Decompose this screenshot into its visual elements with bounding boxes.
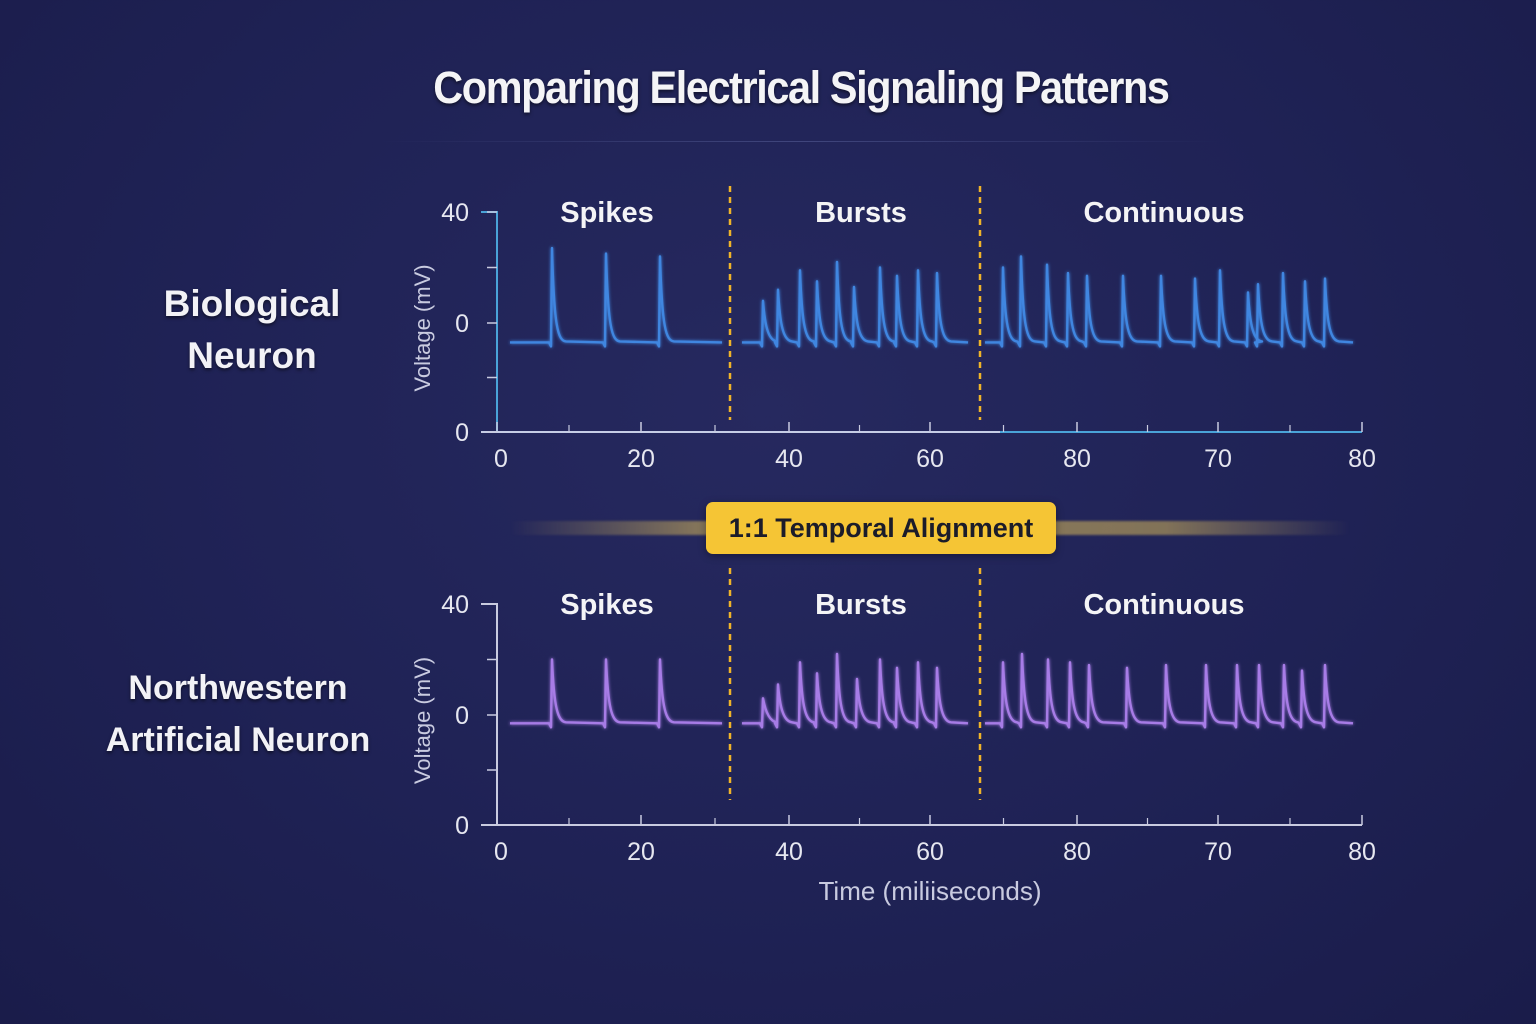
x-tick-label: 80 xyxy=(1063,838,1091,866)
row-label-line1: Northwestern xyxy=(128,669,348,707)
trace-continuous xyxy=(985,652,1354,729)
x-tick-label: 70 xyxy=(1204,838,1232,866)
x-tick-label: 20 xyxy=(627,838,655,866)
y-tick-label: 40 xyxy=(441,591,469,619)
x-axis-title: Time (miliiseconds) xyxy=(818,876,1042,906)
segment-label: Spikes xyxy=(560,589,654,621)
x-tick-label: 80 xyxy=(1348,838,1376,866)
row-label-line2: Neuron xyxy=(187,335,317,376)
y-tick-label: 0 xyxy=(455,310,469,338)
y-tick-label: 0 xyxy=(455,812,469,840)
y-axis-label: Voltage (mV) xyxy=(410,657,435,784)
row-label-artificial: Northwestern Artificial Neuron xyxy=(90,662,386,766)
trace-bursts xyxy=(742,652,969,729)
y-axis-line xyxy=(481,211,498,432)
y-tick-label: 0 xyxy=(455,419,469,447)
row-label-line2: Artificial Neuron xyxy=(105,721,371,759)
x-tick-label: 80 xyxy=(1063,445,1091,473)
segment-label: Continuous xyxy=(1083,589,1244,621)
segment-label: Bursts xyxy=(815,197,907,229)
y-tick-label: 0 xyxy=(455,702,469,730)
y-tick-label: 40 xyxy=(441,199,469,227)
x-tick-label: 60 xyxy=(916,445,944,473)
trace-spikes xyxy=(510,246,723,348)
segment-label: Bursts xyxy=(815,589,907,621)
x-tick-label: 70 xyxy=(1204,445,1232,473)
segment-label: Spikes xyxy=(560,197,654,229)
trace-bursts xyxy=(742,260,969,348)
segment-label: Continuous xyxy=(1083,197,1244,229)
temporal-alignment-badge: 1:1 Temporal Alignment xyxy=(706,502,1056,554)
row-label-biological: Biological Neuron xyxy=(120,278,384,382)
chart-title: Comparing Electrical Signaling Patterns xyxy=(433,62,1170,113)
trace-continuous xyxy=(985,255,1354,348)
x-tick-label: 0 xyxy=(494,445,508,473)
row-label-line1: Biological xyxy=(163,283,341,324)
y-axis-label: Voltage (mV) xyxy=(410,264,435,391)
x-tick-label: 60 xyxy=(916,838,944,866)
x-tick-label: 40 xyxy=(775,445,803,473)
title-divider xyxy=(380,141,1220,142)
trace-spikes xyxy=(510,658,723,729)
x-tick-label: 80 xyxy=(1348,445,1376,473)
x-tick-label: 40 xyxy=(775,838,803,866)
x-tick-label: 0 xyxy=(494,838,508,866)
x-tick-label: 20 xyxy=(627,445,655,473)
